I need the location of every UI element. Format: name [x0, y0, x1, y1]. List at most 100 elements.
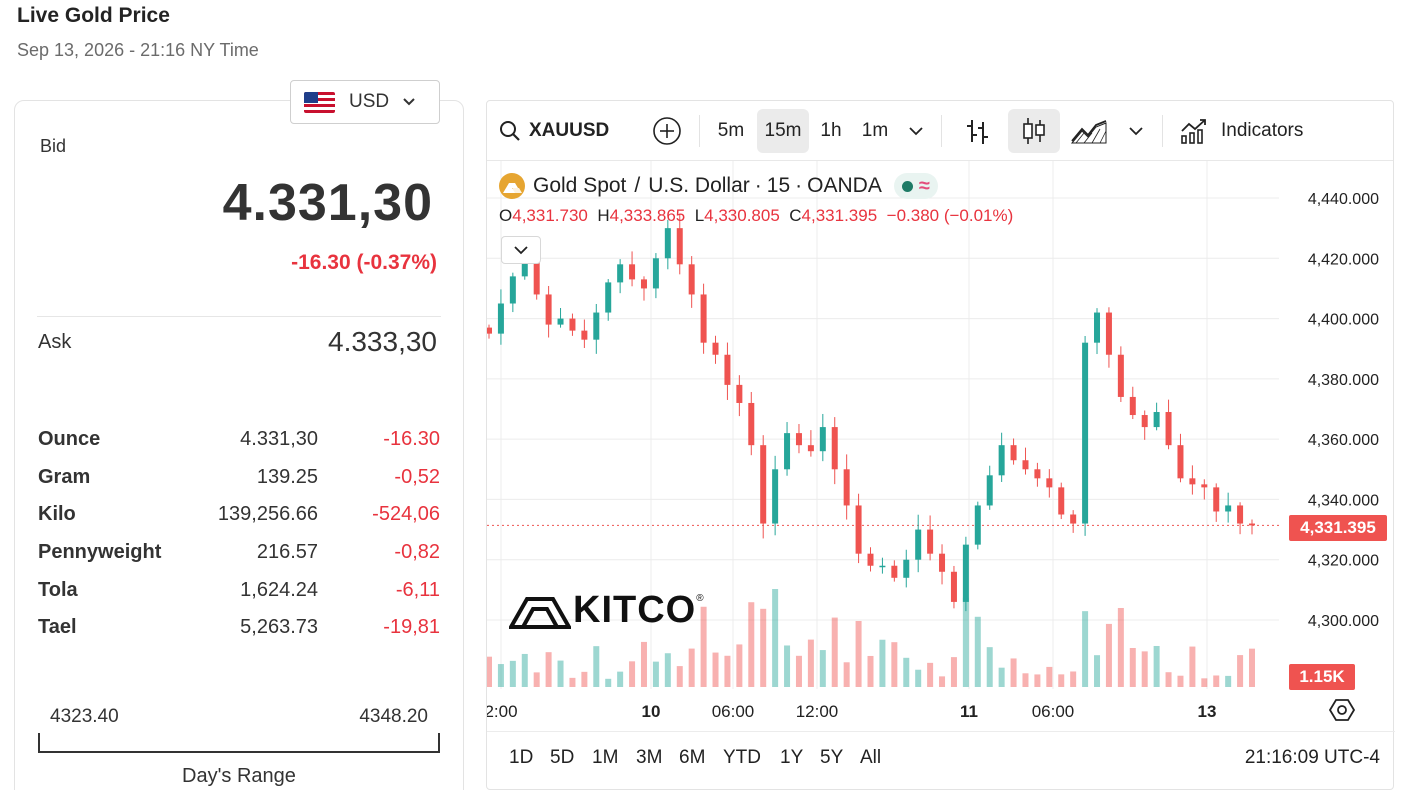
- interval-dropdown[interactable]: [901, 109, 931, 153]
- low-value: 4,330.805: [704, 206, 780, 225]
- unit-change: -0,52: [394, 465, 440, 488]
- range-5y[interactable]: 5Y: [820, 747, 844, 768]
- high-value: 4,333.865: [609, 206, 686, 225]
- time-tick-label: 10: [642, 702, 661, 721]
- toolbar-divider: [699, 115, 700, 147]
- candle-body: [569, 318, 576, 331]
- day-range-bar: [38, 733, 440, 753]
- time-tick-label: 2:00: [487, 702, 518, 721]
- candle-body: [1153, 412, 1160, 428]
- range-6m[interactable]: 6M: [679, 747, 706, 768]
- open-value: 4,331.730: [512, 206, 588, 225]
- candle-body: [581, 330, 588, 340]
- candle-body: [736, 384, 743, 403]
- range-1y[interactable]: 1Y: [780, 747, 804, 768]
- candle-style-button[interactable]: [1008, 109, 1060, 153]
- bar-style-button[interactable]: [953, 109, 1001, 153]
- time-tick-label: 12:00: [796, 702, 839, 721]
- interval-5m[interactable]: 5m: [717, 120, 745, 141]
- candle-body: [1225, 505, 1232, 512]
- area-style-button[interactable]: [1067, 109, 1111, 153]
- candle-body: [652, 258, 659, 289]
- volume-bar: [748, 602, 755, 687]
- chart-style-dropdown[interactable]: [1123, 109, 1149, 153]
- candle-body: [1094, 312, 1101, 343]
- candle-series: [487, 213, 1255, 612]
- candle-body: [843, 469, 850, 506]
- candle-body: [1249, 523, 1255, 526]
- chart-widget: XAUUSD 5m 15m 1h 1m Indicators: [486, 100, 1395, 790]
- market-status-badge[interactable]: ≈: [893, 173, 938, 199]
- volume-bar: [640, 641, 647, 687]
- candle-body: [760, 445, 767, 524]
- candle-body: [807, 445, 814, 452]
- chart-clock: 21:16:09 UTC-4: [1244, 747, 1380, 768]
- range-1m[interactable]: 1M: [592, 747, 619, 768]
- interval-1m[interactable]: 1m: [861, 120, 889, 141]
- candle-body: [487, 327, 492, 334]
- volume-bar: [545, 652, 552, 687]
- volume-bar: [772, 589, 779, 687]
- candle-body: [1046, 478, 1053, 488]
- range-5d[interactable]: 5D: [550, 747, 575, 768]
- data-source: OANDA: [807, 174, 882, 197]
- volume-tag: 1.15K: [1289, 664, 1355, 690]
- price-tick-label: 4,360.000: [1308, 432, 1379, 449]
- interval-15m[interactable]: 15m: [757, 109, 809, 153]
- volume-bar: [569, 677, 576, 687]
- day-range-high: 4348.20: [359, 706, 428, 727]
- ask-price: 4.333,30: [328, 326, 437, 357]
- candle-body: [688, 264, 695, 295]
- indicators-icon: [1181, 119, 1206, 144]
- unit-change: -0,82: [394, 541, 440, 564]
- range-1d[interactable]: 1D: [509, 747, 534, 768]
- volume-bar: [1022, 673, 1029, 687]
- unit-change: -6,11: [395, 578, 440, 601]
- candle-body: [1165, 412, 1172, 446]
- unit-price: 1,624.24: [240, 578, 318, 601]
- price-chart[interactable]: 4,440.000 4,420.000 4,400.000 4,380.000 4,36…: [487, 161, 1395, 731]
- volume-bar: [915, 669, 922, 687]
- candle-body: [1213, 487, 1220, 512]
- volume-bar: [891, 642, 898, 687]
- candle-body: [962, 544, 969, 602]
- toolbar-divider: [1162, 115, 1163, 147]
- chart-toolbar: XAUUSD 5m 15m 1h 1m Indicators: [487, 101, 1393, 161]
- chart-settings-button[interactable]: [1328, 697, 1356, 728]
- volume-bar: [1129, 647, 1136, 687]
- unit-price: 139.25: [256, 465, 318, 488]
- range-ytd[interactable]: YTD: [723, 747, 761, 768]
- candle-body: [640, 279, 647, 289]
- candle-body: [915, 529, 922, 560]
- range-3m[interactable]: 3M: [636, 747, 663, 768]
- volume-bar: [605, 678, 612, 687]
- bid-price: 4.331,30: [222, 174, 433, 232]
- bid-change: -16.30 (-0.37%): [291, 251, 437, 274]
- area-chart-icon: [1070, 120, 1107, 144]
- price-tick-label: 4,340.000: [1308, 492, 1379, 509]
- volume-bar: [1094, 655, 1101, 687]
- legend-collapse-button[interactable]: [501, 236, 541, 264]
- volume-bar: [629, 661, 636, 687]
- interval-1h[interactable]: 1h: [820, 120, 842, 141]
- candle-body: [676, 228, 683, 265]
- chart-area[interactable]: 4,440.000 4,420.000 4,400.000 4,380.000 4,36…: [487, 161, 1395, 790]
- high-label: H: [597, 206, 610, 225]
- symbol-search[interactable]: XAUUSD: [499, 109, 619, 153]
- price-tick-label: 4,320.000: [1308, 553, 1379, 570]
- chevron-down-icon: [1129, 126, 1143, 135]
- range-all[interactable]: All: [860, 747, 882, 768]
- candle-body: [593, 312, 600, 340]
- candle-body: [867, 553, 874, 566]
- volume-bar: [998, 667, 1005, 687]
- time-axis: 2:00 10 06:00 12:00 11 06:00 13: [487, 702, 1216, 721]
- volume-bar: [617, 671, 624, 687]
- compare-button[interactable]: [647, 109, 687, 153]
- candle-body: [1237, 505, 1244, 524]
- close-value: 4,331.395: [801, 206, 878, 225]
- candle-body: [700, 294, 707, 343]
- indicators-button[interactable]: Indicators: [1179, 109, 1325, 153]
- volume-bar: [867, 655, 874, 687]
- currency-select[interactable]: USD: [290, 80, 440, 124]
- volume-bar: [1165, 672, 1172, 687]
